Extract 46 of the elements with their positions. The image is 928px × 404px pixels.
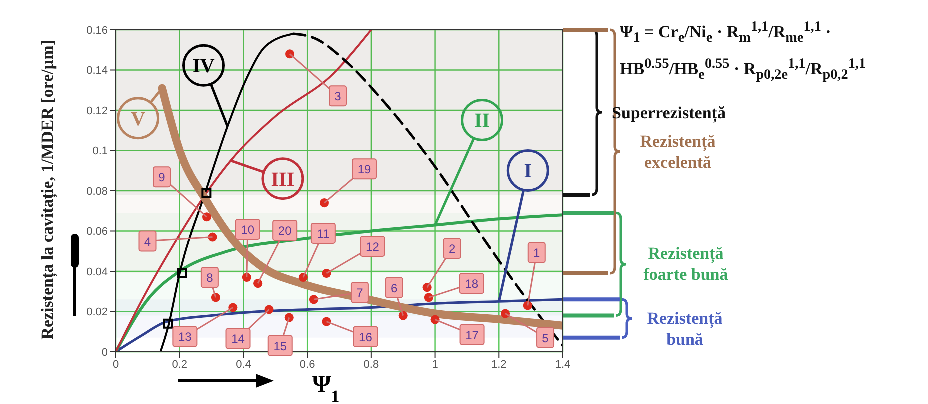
- y-tick-label: 0.12: [86, 105, 108, 118]
- annotation: 19: [358, 162, 372, 177]
- x-axis-title: Ψ$_{1}$: [312, 372, 340, 404]
- y-tick-label: 0.16: [86, 24, 108, 37]
- annotation: 17: [466, 328, 480, 342]
- y-tick-label: 0.14: [86, 65, 108, 78]
- annotation: 20: [278, 224, 292, 238]
- annotation: 18: [465, 277, 479, 292]
- annotation: 3: [334, 90, 342, 104]
- x-tick-label: 1.2: [491, 358, 507, 371]
- annotation: 12: [366, 240, 380, 254]
- annotation: 8: [206, 271, 214, 286]
- x-tick-label: 1: [432, 358, 438, 371]
- y-tick-label: 0.06: [86, 226, 108, 238]
- text: II: [474, 110, 490, 132]
- annotation: 13: [178, 330, 192, 344]
- annotation: 16: [359, 330, 373, 344]
- x-tick-label: 0.2: [172, 358, 188, 371]
- x-tick-label: 0.4: [236, 358, 252, 371]
- y-tick-label: 0.08: [86, 186, 108, 198]
- band-label: Rezistență excelentă: [639, 130, 717, 173]
- y-tick-label: 0.04: [86, 266, 108, 278]
- annotation: 7: [356, 286, 364, 300]
- annotation: 6: [391, 281, 398, 296]
- x-tick-label: 1.4: [555, 358, 571, 371]
- y-axis-title: Rezistența la cavitație, 1/MDER [ore/µm]: [37, 39, 58, 342]
- annotation: 4: [144, 234, 152, 249]
- annotation: 5: [542, 331, 550, 346]
- annotation: 9: [158, 170, 166, 185]
- annotation: 14: [232, 332, 246, 346]
- y-tick-label: 0.02: [86, 306, 108, 319]
- text: I: [524, 160, 532, 183]
- annotation: 1: [534, 246, 541, 260]
- annotation: 11: [317, 227, 330, 242]
- legend-label: III: [271, 168, 295, 191]
- x-tick-label: 0: [112, 358, 120, 371]
- series-label: V: [131, 108, 146, 130]
- band-label: Rezistență foarte bună: [642, 243, 730, 286]
- x-tick-label: 0.8: [364, 358, 380, 371]
- annotation: 10: [241, 223, 255, 238]
- x-tick-label: 0.6: [300, 358, 316, 371]
- annotation: 2: [448, 242, 456, 256]
- annotation: 15: [274, 339, 288, 354]
- y-tick-label: 0: [102, 346, 108, 359]
- y-tick-label: 0.1: [92, 146, 108, 158]
- band-label: Rezistență bună: [646, 308, 724, 350]
